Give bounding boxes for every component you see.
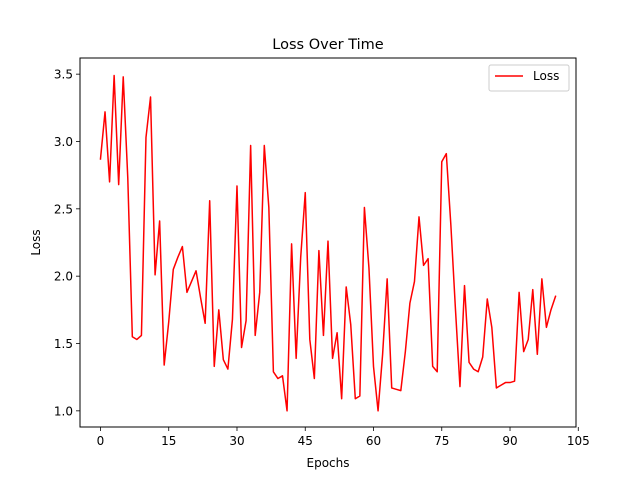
x-tick-label: 75 [434, 434, 449, 448]
x-tick-label: 105 [567, 434, 590, 448]
x-tick-label: 0 [97, 434, 105, 448]
x-tick-label: 15 [161, 434, 176, 448]
y-tick-label: 1.0 [54, 404, 73, 418]
y-tick-label: 2.5 [54, 202, 73, 216]
x-tick-label: 90 [502, 434, 517, 448]
legend-box [488, 64, 570, 92]
y-tick-label: 3.0 [54, 135, 73, 149]
x-tick-label: 45 [298, 434, 313, 448]
y-tick-label: 3.5 [54, 68, 73, 82]
chart-title: Loss Over Time [272, 37, 383, 53]
plot-frame [79, 57, 577, 428]
legend: Loss [488, 64, 570, 92]
y-axis-title: Loss [29, 229, 43, 255]
x-axis-title: Epochs [307, 456, 350, 470]
x-tick-label: 60 [366, 434, 381, 448]
y-tick-label: 1.5 [54, 337, 73, 351]
x-tick-label: 30 [229, 434, 244, 448]
y-axis: 1.0 1.5 2.0 2.5 3.0 3.5 [54, 68, 80, 418]
series-layer [99, 74, 557, 412]
series-line-loss [99, 74, 557, 412]
legend-label-loss: Loss [533, 69, 559, 83]
y-tick-label: 2.0 [54, 270, 73, 284]
x-axis: 0 15 30 45 60 75 90 105 [97, 427, 590, 448]
